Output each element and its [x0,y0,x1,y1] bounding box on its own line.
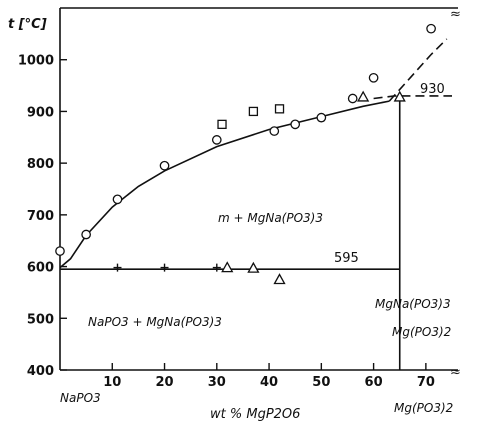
x-tick-label: 20 [155,375,173,390]
x-axis-right-end-label: Mg(PO3)2 [394,401,453,415]
data-point-triangle [393,90,406,102]
compound-lower-label: Mg(PO3)2 [392,325,451,339]
data-point-circle [211,135,222,145]
y-tick-label: 600 [27,261,54,276]
data-point-square [274,104,285,114]
x-ticks: 10 20 30 40 50 60 70 [103,363,435,390]
markers [55,23,436,285]
y-tick-label: 800 [27,157,54,172]
data-point-triangle [273,273,286,285]
data-point-triangle [247,261,260,273]
x-axis-title: wt % MgP2O6 [210,407,300,422]
upper-region-label: m + MgNa(PO3)3 [218,211,323,225]
data-point-circle [55,246,65,256]
lower-region-label: NaPO3 + MgNa(PO3)3 [88,315,222,329]
y-tick-label: 900 [27,105,54,120]
data-point-plus [160,263,169,272]
data-point-circle [112,194,123,205]
y-tick-label: 700 [27,209,54,224]
data-point-circle [159,160,170,171]
axes: ≈ ≈ [59,7,461,380]
x-tick-label: 60 [365,375,383,390]
data-point-circle [316,112,327,123]
data-point-circle [347,93,358,104]
y-ticks: 400 500 600 700 800 900 1000 [18,54,67,379]
liquidus-dashed-curve [388,38,448,102]
liquidus-curve [59,100,390,269]
data-point-circle [290,119,301,130]
data-point-circle [81,229,91,240]
data-point-circle [368,72,379,83]
data-point-plus [212,263,221,272]
data-point-square [217,119,227,130]
y-axis-title: t [°C] [8,17,47,32]
annotation-595: 595 [334,251,359,266]
y-tick-label: 1000 [18,54,54,69]
data-point-plus [113,263,122,272]
data-point-circle [426,23,436,34]
x-tick-label: 70 [417,375,435,390]
annotation-930: 930 [420,82,445,97]
compound-label: MgNa(PO3)3 [375,297,451,311]
data-point-circle [269,126,280,136]
x-tick-label: 30 [208,375,226,390]
data-point-triangle [221,261,234,273]
x-tick-label: 10 [103,375,121,390]
data-point-triangle [357,90,370,102]
axis-break-top: ≈ [450,7,461,22]
x-tick-label: 50 [312,375,330,390]
x-axis-left-end-label: NaPO3 [60,391,101,405]
axis-break-bottom: ≈ [450,365,461,380]
y-tick-label: 500 [27,312,54,327]
y-tick-label: 400 [27,364,54,379]
data-point-square [248,106,259,117]
x-tick-label: 40 [260,375,278,390]
line-930-dashed [373,95,452,100]
